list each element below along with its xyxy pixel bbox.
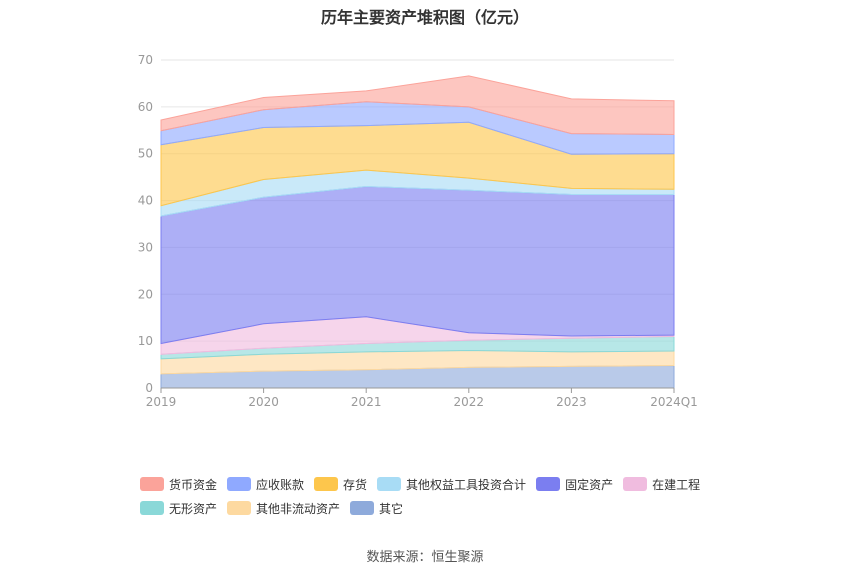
y-tick-label: 60 [138, 100, 153, 114]
legend-item[interactable]: 其他非流动资产 [227, 500, 340, 517]
legend-label: 存货 [343, 477, 368, 492]
legend-label: 无形资产 [169, 501, 218, 516]
y-tick-label: 50 [138, 147, 153, 161]
legend: 货币资金 应收账款 存货 其他权益工具投资合计 固定资产 在建工程 无形资产 其他非流动资产… [140, 472, 740, 520]
legend-item[interactable]: 应收账款 [227, 476, 304, 493]
legend-swatch [377, 477, 402, 491]
chart-title: 历年主要资产堆积图（亿元） [320, 8, 529, 27]
legend-row: 无形资产 其他非流动资产 其它 [140, 496, 740, 520]
legend-swatch [227, 501, 252, 515]
y-tick-label: 30 [138, 240, 153, 254]
legend-label: 其它 [379, 501, 404, 516]
legend-swatch [314, 477, 339, 491]
legend-swatch [536, 477, 561, 491]
legend-swatch [623, 477, 648, 491]
area-series [160, 75, 675, 136]
y-tick-label: 0 [145, 381, 153, 395]
legend-swatch [227, 477, 252, 491]
data-source: 数据来源：恒生聚源 [366, 550, 484, 565]
legend-label: 货币资金 [169, 477, 218, 492]
y-tick-label: 40 [138, 194, 153, 208]
legend-item[interactable]: 其他权益工具投资合计 [377, 476, 526, 493]
legend-item[interactable]: 固定资产 [536, 476, 613, 493]
legend-label: 应收账款 [256, 477, 305, 492]
stacked-area-chart: 0 10 20 30 40 50 60 70 2019 2020 2021 2022 2023 2024Q… [138, 53, 698, 409]
area-series [160, 185, 675, 345]
legend-label: 固定资产 [565, 477, 614, 492]
legend-label: 其他权益工具投资合计 [406, 477, 527, 492]
legend-label: 在建工程 [652, 477, 701, 492]
x-tick-label: 2020 [248, 395, 279, 409]
x-tick-label: 2021 [351, 395, 382, 409]
legend-swatch [350, 501, 375, 515]
legend-swatch [140, 501, 164, 515]
y-tick-label: 20 [138, 287, 153, 301]
y-tick-label: 70 [138, 53, 153, 67]
x-tick-label: 2023 [556, 395, 587, 409]
legend-row: 货币资金 应收账款 存货 其他权益工具投资合计 固定资产 在建工程 [140, 472, 740, 496]
legend-item[interactable]: 其它 [350, 500, 403, 517]
x-tick-label: 2019 [146, 395, 177, 409]
legend-label: 其他非流动资产 [256, 501, 341, 516]
legend-item[interactable]: 无形资产 [140, 500, 217, 517]
y-tick-label: 10 [138, 334, 153, 348]
legend-item[interactable]: 货币资金 [140, 476, 217, 493]
x-tick-label: 2022 [454, 395, 485, 409]
legend-swatch [140, 477, 164, 491]
legend-item[interactable]: 存货 [314, 476, 367, 493]
x-tick-label: 2024Q1 [650, 395, 698, 409]
legend-item[interactable]: 在建工程 [623, 476, 700, 493]
